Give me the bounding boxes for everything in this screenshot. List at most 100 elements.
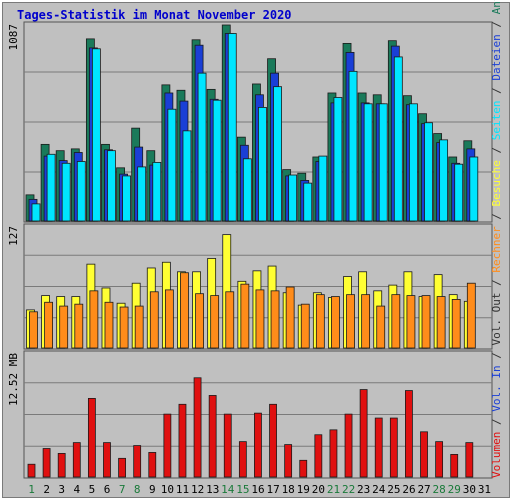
- x-tick-label-day-21: 21: [327, 483, 340, 496]
- x-tick-label-day-11: 11: [176, 483, 189, 496]
- bar-volumen-day-21: [329, 429, 338, 478]
- bar-rechner-day-3: [59, 305, 69, 349]
- bar-volumen-day-6: [103, 442, 111, 478]
- x-tick-label-day-13: 13: [206, 483, 219, 496]
- bar-rechner-day-28: [436, 296, 446, 349]
- bar-rechner-day-19: [300, 303, 310, 349]
- bar-volumen-day-26: [405, 390, 413, 478]
- bar-volumen-day-22: [344, 413, 353, 478]
- bar-rechner-day-11: [180, 272, 189, 349]
- bar-volumen-day-3: [57, 453, 66, 478]
- panel-3-y-max-label: 12.52 MB: [7, 353, 20, 406]
- right-series-legend: Volumen / Vol. In / Vol. Out / Rechner /…: [490, 0, 503, 478]
- bar-rechner-day-7: [119, 306, 129, 349]
- bar-seiten-day-17: [273, 86, 282, 222]
- x-tick-label-day-19: 19: [297, 483, 310, 496]
- bar-rechner-day-4: [74, 303, 84, 349]
- bar-rechner-day-15: [240, 283, 250, 349]
- bar-volumen-day-15: [238, 441, 247, 478]
- x-tick-label-day-30: 30: [463, 483, 476, 496]
- bar-rechner-day-23: [361, 294, 371, 349]
- bar-seiten-day-10: [167, 108, 177, 222]
- x-tick-label-day-27: 27: [417, 483, 430, 496]
- legend-item-2: Vol. In: [490, 365, 503, 411]
- bar-volumen-day-29: [450, 454, 459, 478]
- bar-rechner-day-18: [285, 286, 295, 349]
- x-tick-label-day-31: 31: [478, 483, 491, 496]
- x-tick-label-day-8: 8: [134, 483, 141, 496]
- bar-seiten-day-19: [303, 182, 313, 222]
- bar-rechner-day-17: [270, 290, 280, 349]
- bar-seiten-day-4: [76, 161, 86, 222]
- bar-volumen-day-10: [163, 413, 172, 478]
- bar-rechner-day-14: [225, 291, 235, 349]
- x-tick-label-day-17: 17: [266, 483, 279, 496]
- x-tick-label-day-7: 7: [119, 483, 126, 496]
- x-tick-label-day-18: 18: [282, 483, 295, 496]
- x-tick-label-day-10: 10: [161, 483, 174, 496]
- legend-item-1: /: [490, 412, 503, 432]
- bar-seiten-day-22: [348, 70, 358, 222]
- legend-item-14: Anfragen: [490, 0, 503, 14]
- bar-seiten-day-29: [454, 163, 464, 222]
- bar-rechner-day-5: [89, 290, 99, 349]
- legend-item-8: Besuche: [490, 160, 503, 206]
- panel-2-y-max-label: 127: [7, 226, 20, 246]
- bar-rechner-day-12: [195, 293, 204, 349]
- bar-volumen-day-5: [87, 398, 96, 478]
- bar-rechner-day-22: [346, 294, 355, 349]
- bar-seiten-day-13: [212, 99, 222, 222]
- bar-rechner-day-30: [466, 282, 476, 349]
- bar-volumen-day-8: [133, 445, 142, 478]
- bar-volumen-day-19: [299, 459, 308, 478]
- legend-item-6: Rechner: [490, 226, 503, 273]
- bar-volumen-day-18: [284, 444, 293, 478]
- bar-seiten-day-15: [242, 158, 252, 222]
- bar-seiten-day-9: [152, 161, 162, 222]
- bar-seiten-day-8: [137, 166, 147, 222]
- bar-volumen-day-23: [359, 389, 368, 478]
- legend-item-7: /: [490, 206, 503, 226]
- x-tick-label-day-2: 2: [43, 483, 50, 496]
- bar-volumen-day-28: [435, 441, 444, 478]
- x-tick-label-day-24: 24: [372, 483, 386, 496]
- bar-seiten-day-6: [107, 150, 116, 222]
- bar-volumen-day-16: [254, 412, 262, 478]
- bar-seiten-day-18: [288, 174, 298, 222]
- bar-volumen-day-2: [42, 448, 51, 478]
- legend-item-3: /: [490, 346, 503, 366]
- bar-rechner-day-8: [134, 305, 144, 349]
- bar-rechner-day-9: [149, 291, 159, 349]
- bar-rechner-day-6: [104, 301, 114, 349]
- x-tick-label-day-5: 5: [89, 483, 96, 496]
- bar-seiten-day-7: [122, 175, 131, 222]
- x-tick-label-day-9: 9: [149, 483, 156, 496]
- legend-item-10: Seiten: [490, 100, 503, 140]
- x-tick-label-day-1: 1: [28, 483, 35, 496]
- x-tick-label-day-12: 12: [191, 483, 204, 496]
- bar-volumen-day-27: [420, 431, 428, 478]
- bar-rechner-day-10: [164, 289, 174, 349]
- bar-seiten-day-24: [378, 103, 388, 222]
- bar-volumen-day-4: [72, 442, 81, 478]
- bar-rechner-day-1: [29, 311, 38, 349]
- x-tick-label-day-15: 15: [236, 483, 249, 496]
- bar-volumen-day-12: [193, 377, 202, 478]
- bar-volumen-day-30: [465, 442, 474, 478]
- bar-volumen-day-14: [223, 413, 232, 478]
- bar-volumen-day-7: [118, 457, 126, 478]
- bar-rechner-day-26: [406, 295, 416, 349]
- bar-volumen-day-17: [269, 403, 277, 478]
- bar-seiten-day-2: [46, 153, 56, 222]
- bar-volumen-day-13: [208, 395, 217, 478]
- x-tick-label-day-25: 25: [387, 483, 400, 496]
- bar-rechner-day-25: [391, 294, 401, 349]
- bar-seiten-day-3: [61, 162, 71, 222]
- bar-seiten-day-12: [197, 72, 207, 222]
- bar-seiten-day-16: [258, 107, 267, 222]
- bar-rechner-day-27: [421, 295, 431, 349]
- bar-volumen-day-24: [374, 417, 383, 478]
- x-tick-label-day-20: 20: [312, 483, 325, 496]
- bar-volumen-day-25: [389, 417, 398, 478]
